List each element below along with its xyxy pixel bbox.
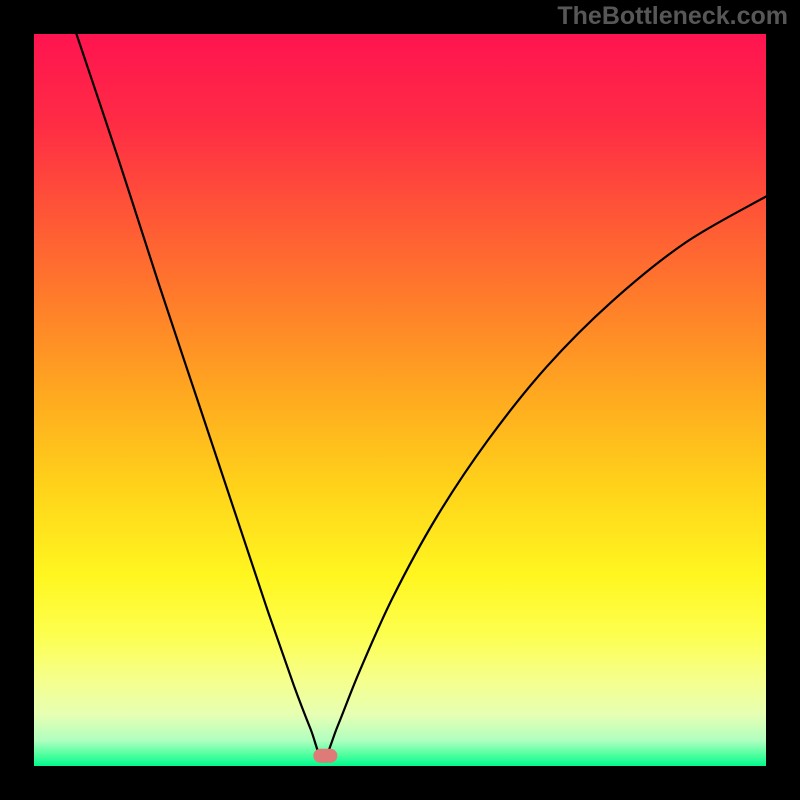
minimum-marker	[313, 749, 337, 763]
bottleneck-chart	[0, 0, 800, 800]
watermark-text: TheBottleneck.com	[557, 2, 788, 31]
gradient-background	[34, 34, 766, 766]
